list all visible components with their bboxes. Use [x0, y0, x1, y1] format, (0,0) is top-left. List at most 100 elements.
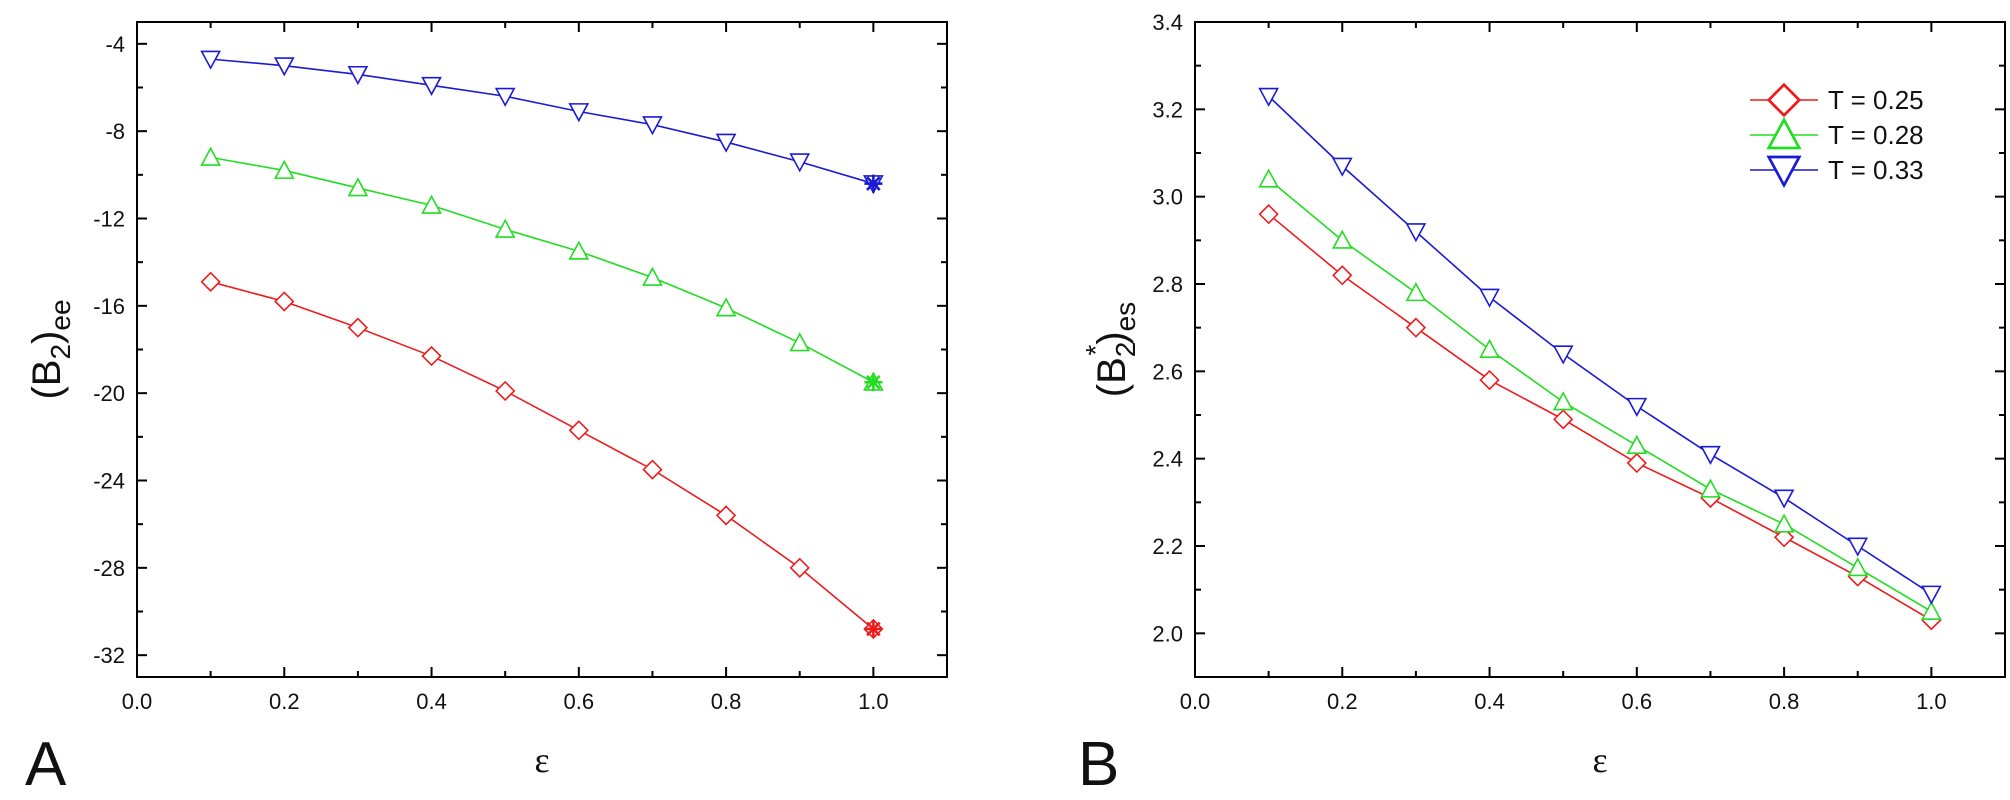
b-series-1-point [1258, 204, 1279, 225]
legend-marker-2 [1766, 116, 1802, 150]
a-series-1-point [642, 459, 663, 480]
a-y-tick-label: -4 [105, 32, 125, 57]
a-x-tick-label: 0.0 [122, 689, 153, 714]
b-series-line-1 [1268, 213, 1932, 621]
a-series-3-point [642, 116, 663, 136]
a-series-3-point [789, 153, 811, 173]
a-series-2-asterisk-marker-stroke [866, 374, 881, 390]
a-series-1-asterisk-marker-stroke [866, 621, 881, 637]
a-series-3-asterisk-marker-stroke [866, 176, 881, 191]
b-series-3-point [1700, 445, 1721, 465]
a-series-2-point [715, 297, 737, 317]
b-series-2-point [1626, 434, 1648, 455]
a-series-2-point [273, 159, 295, 179]
a-series-1-point [715, 505, 737, 526]
a-y-tick-label: -32 [93, 643, 125, 668]
legend-label-1: T = 0.25 [1828, 85, 1924, 115]
b-series-2-point [1479, 338, 1500, 358]
a-y-title-suffix: ee [45, 299, 76, 330]
a-x-tick-label: 0.6 [564, 689, 595, 714]
a-series-3-point [715, 133, 737, 153]
a-series-1-point [568, 420, 589, 441]
b-series-line-3 [1268, 95, 1932, 595]
b-series-1-point [1626, 452, 1647, 474]
a-series-2-asterisk-marker [864, 373, 883, 392]
b-series-3-point [1552, 345, 1574, 365]
a-series-3-point [494, 87, 516, 107]
b-series-3-point [1921, 585, 1942, 605]
b-series-3-point [1773, 489, 1795, 509]
a-series-2-point [789, 332, 811, 352]
a-series-3-point [568, 103, 590, 123]
b-x-tick-label: 0.2 [1327, 689, 1358, 714]
a-series-line-2 [210, 156, 874, 383]
legend-marker-1 [1766, 82, 1802, 118]
b-series-2-point [1921, 600, 1942, 620]
b-series-3-point [1479, 288, 1500, 308]
legend-marker-shape [1766, 82, 1802, 118]
a-y-tick-label: -12 [93, 207, 125, 232]
a-series-1-point [789, 557, 810, 578]
b-series-3-point [1258, 87, 1279, 107]
b-series-3-point [1331, 157, 1353, 177]
panel-a-chart: 0.0 0.2 0.4 0.6 0.8 1.0 -4 -8 -12 -16 -20 -24 -28 -32… [25, 21, 948, 799]
a-series-1-point [421, 345, 442, 367]
a-y-tick-label: -24 [93, 469, 125, 494]
b-series-2-point [1847, 557, 1869, 577]
b-series-3-point [1847, 537, 1869, 557]
a-series-2-point [421, 194, 442, 214]
a-series-1-point [495, 380, 516, 402]
a-y-tick-label: -28 [93, 556, 125, 581]
a-x-tick-label: 0.8 [711, 689, 742, 714]
b-series-2-point [1552, 391, 1574, 411]
a-plot-frame [136, 21, 948, 678]
a-series-2-point [568, 240, 590, 260]
legend-label-2: T = 0.28 [1828, 120, 1924, 150]
b-y-tick-label: 2.4 [1152, 447, 1183, 472]
b-y-tick-label: 2.0 [1152, 621, 1183, 646]
b-panel-letter: B [1078, 730, 1119, 799]
b-series-1-point [1553, 409, 1574, 430]
b-x-tick-label: 0.4 [1474, 689, 1505, 714]
a-y-title-main: (B [25, 360, 69, 400]
a-series-1-point [347, 317, 369, 338]
b-series-1-point [1405, 317, 1427, 338]
b-series-3-point [1626, 397, 1648, 417]
legend-marker-3 [1766, 155, 1802, 189]
b-x-tick-label: 0.6 [1622, 689, 1653, 714]
b-y-axis-title: (B2*)es [1080, 302, 1141, 397]
b-series-line-2 [1268, 178, 1932, 613]
a-y-tick-label: -8 [105, 119, 125, 144]
b-y-tick-label: 2.6 [1152, 359, 1183, 384]
legend-marker-shape [1766, 116, 1802, 150]
b-y-tick-label: 2.8 [1152, 272, 1183, 297]
a-x-tick-label: 0.4 [416, 689, 447, 714]
b-series-2-point [1258, 168, 1279, 188]
b-x-tick-label: 0.0 [1180, 689, 1211, 714]
legend-marker-shape [1766, 155, 1802, 189]
b-series-2-point [1331, 229, 1353, 249]
a-y-title-sub: 2 [45, 344, 76, 360]
a-series-1-asterisk-marker [864, 619, 883, 638]
b-plot-frame [1194, 21, 2006, 678]
b-x-axis-title: ε [1592, 740, 1607, 780]
a-y-tick-label: -20 [93, 381, 125, 406]
a-series-3-point [421, 76, 442, 96]
b-series-3-point [1405, 223, 1427, 243]
b-y-tick-label: 2.2 [1152, 534, 1183, 559]
a-series-2-point [494, 218, 516, 238]
a-series-line-1 [210, 281, 874, 630]
b-y-title-sub: 2 [1110, 342, 1141, 358]
a-y-tick-label: -16 [93, 294, 125, 319]
b-x-tick-label: 1.0 [1916, 689, 1947, 714]
b-y-title-close: ) [1090, 331, 1134, 344]
a-series-1-point [274, 291, 295, 312]
panel-b-chart: 0.0 0.2 0.4 0.6 0.8 1.0 2.0 2.2 2.4 2.6 2.8 3.0 3.2 3… [1078, 10, 2006, 799]
b-y-title-sup: * [1080, 345, 1111, 356]
b-series-1-point [1332, 265, 1353, 286]
b-y-tick-label: 3.4 [1152, 10, 1183, 35]
a-x-tick-label: 1.0 [858, 689, 889, 714]
legend-label-3: T = 0.33 [1828, 155, 1924, 185]
a-x-axis-title: ε [534, 740, 549, 780]
